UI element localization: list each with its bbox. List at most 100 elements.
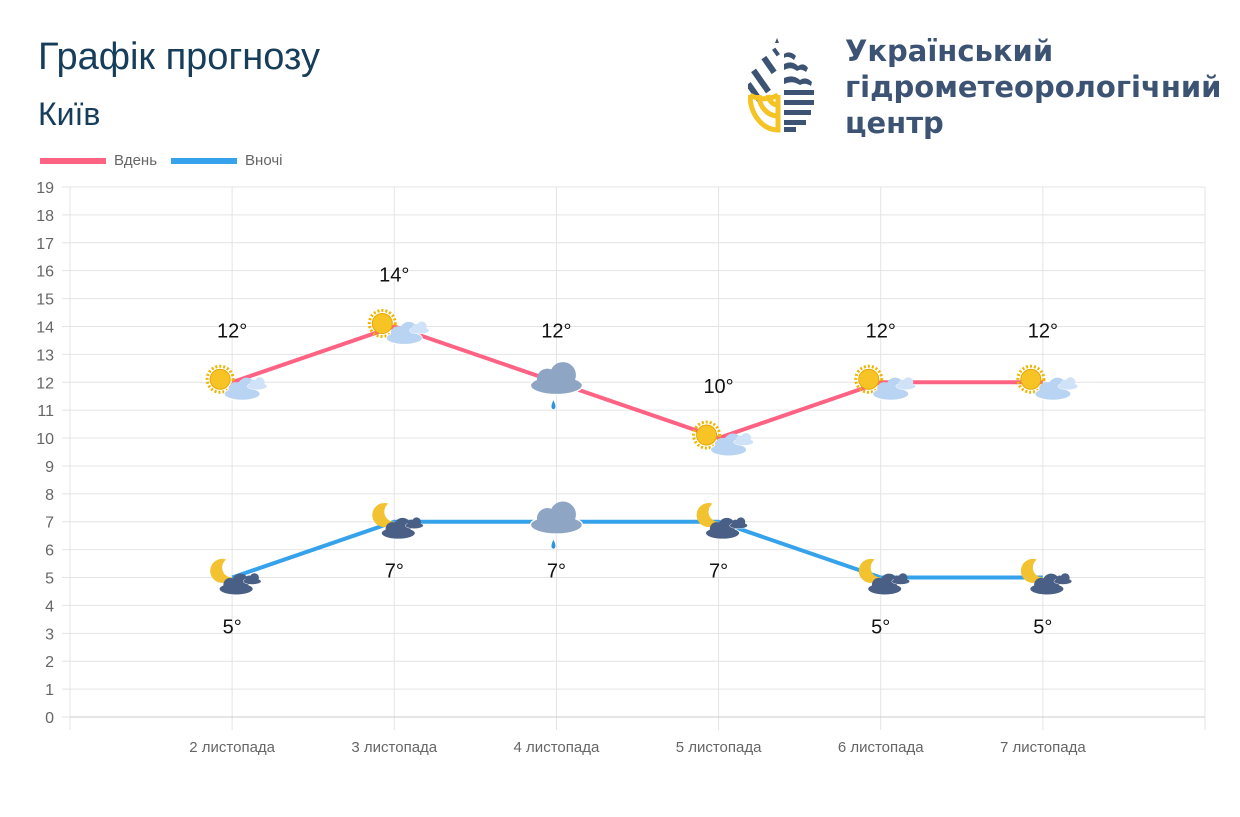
x-tick-label: 7 листопада — [1000, 739, 1086, 756]
x-tick-label: 3 листопада — [351, 739, 437, 756]
legend-swatch-night — [171, 157, 238, 164]
cloud-shape — [729, 517, 748, 529]
cloud-puff — [249, 573, 259, 583]
moon-shape — [696, 503, 719, 528]
cloud-puff — [549, 362, 576, 389]
cloud-shape — [246, 377, 268, 391]
y-tick-label: 8 — [45, 487, 54, 504]
x-tick-label: 4 листопада — [514, 739, 600, 756]
cloud-puff — [736, 517, 746, 527]
data-label: 5° — [871, 617, 890, 639]
legend-swatch-day — [40, 157, 106, 164]
y-tick-label: 5 — [45, 571, 54, 588]
data-label: 14° — [379, 264, 409, 286]
x-tick-label: 6 листопада — [838, 739, 924, 756]
y-tick-label: 11 — [37, 403, 54, 420]
moon-shape — [210, 558, 233, 583]
sun-rays — [692, 420, 722, 450]
cloud-puff — [549, 501, 576, 528]
y-tick-label: 12 — [36, 375, 54, 392]
cloud-puff — [1065, 377, 1076, 388]
cloud-shape — [1057, 377, 1079, 391]
rain-drop — [551, 539, 556, 549]
cloud-puff — [1042, 573, 1060, 591]
sun-disc — [696, 424, 718, 446]
legend-label-night: Вночі — [245, 152, 283, 169]
cloud-shape — [218, 573, 254, 596]
legend-item-night[interactable]: Вночі — [171, 152, 282, 169]
y-tick-label: 0 — [45, 710, 54, 727]
org-line-3: центр — [845, 106, 944, 140]
sun-disc — [858, 368, 880, 390]
rain-drop — [551, 400, 556, 410]
cloud-rain-icon — [529, 501, 584, 549]
y-tick-label: 18 — [36, 208, 54, 225]
data-label: 12° — [541, 320, 571, 342]
y-tick-label: 4 — [45, 598, 54, 615]
moon-shape — [372, 503, 395, 528]
cloud-shape — [891, 573, 910, 585]
cloud-puff — [254, 377, 265, 388]
data-label: 5° — [1033, 617, 1052, 639]
cloud-shape — [409, 321, 430, 335]
sun-cloud-icon — [1016, 364, 1079, 401]
data-label: 7° — [709, 561, 728, 583]
y-tick-label: 9 — [45, 459, 54, 476]
y-tick-label: 17 — [36, 236, 54, 253]
moon-cloud-icon — [696, 503, 748, 540]
legend: Вдень Вночі — [40, 152, 296, 169]
cloud-puff — [231, 573, 249, 591]
cloud-shape — [733, 433, 754, 446]
page-title: Графік прогнозу — [38, 36, 320, 78]
y-tick-label: 16 — [36, 264, 54, 281]
sun-cloud-icon — [854, 364, 916, 401]
sun-disc — [1020, 368, 1042, 390]
data-label: 12° — [1028, 320, 1058, 342]
sun-disc — [371, 312, 393, 334]
org-line-1: Український — [845, 34, 1054, 68]
legend-item-day[interactable]: Вдень — [40, 152, 157, 169]
y-tick-label: 15 — [36, 292, 54, 309]
cloud-shape — [895, 377, 916, 391]
moon-shape — [858, 558, 881, 583]
cloud-puff — [412, 517, 422, 527]
cloud-puff — [880, 573, 898, 591]
cloud-puff — [741, 433, 752, 444]
series-line-night — [231, 519, 1043, 580]
city-name: Київ — [38, 96, 101, 132]
sun-rays — [367, 308, 397, 338]
data-label: 7° — [547, 561, 566, 583]
y-tick-label: 19 — [36, 180, 54, 197]
data-label: 7° — [385, 561, 404, 583]
sun-disc — [209, 368, 231, 390]
cloud-puff — [1060, 573, 1070, 583]
cloud-shape — [1034, 377, 1072, 401]
cloud-shape — [529, 362, 584, 396]
cloud-puff — [898, 573, 908, 583]
y-tick-label: 1 — [45, 682, 54, 699]
sun-rays — [854, 364, 884, 394]
data-label: 12° — [866, 320, 896, 342]
cloud-shape — [867, 573, 903, 596]
cloud-shape — [380, 517, 416, 540]
y-tick-label: 3 — [45, 626, 54, 643]
sun-rays — [205, 364, 235, 394]
org-name: Український гідрометеорологічний центр — [845, 33, 1222, 141]
cloud-puff — [903, 377, 914, 388]
x-tick-label: 5 листопада — [676, 739, 762, 756]
y-tick-label: 6 — [45, 543, 54, 560]
y-tick-label: 2 — [45, 654, 54, 671]
sun-cloud-icon — [367, 308, 430, 345]
cloud-shape — [529, 501, 584, 535]
sun-rays — [1016, 364, 1046, 394]
y-tick-label: 14 — [36, 319, 54, 336]
org-line-2: гідрометеорологічний — [845, 70, 1222, 104]
ugmc-logo-icon — [748, 38, 814, 133]
moon-cloud-icon — [372, 503, 424, 540]
cloud-puff — [394, 517, 412, 535]
y-tick-label: 7 — [45, 515, 54, 532]
cloud-puff — [718, 517, 736, 535]
cloud-shape — [1029, 573, 1065, 596]
cloud-shape — [405, 517, 424, 529]
